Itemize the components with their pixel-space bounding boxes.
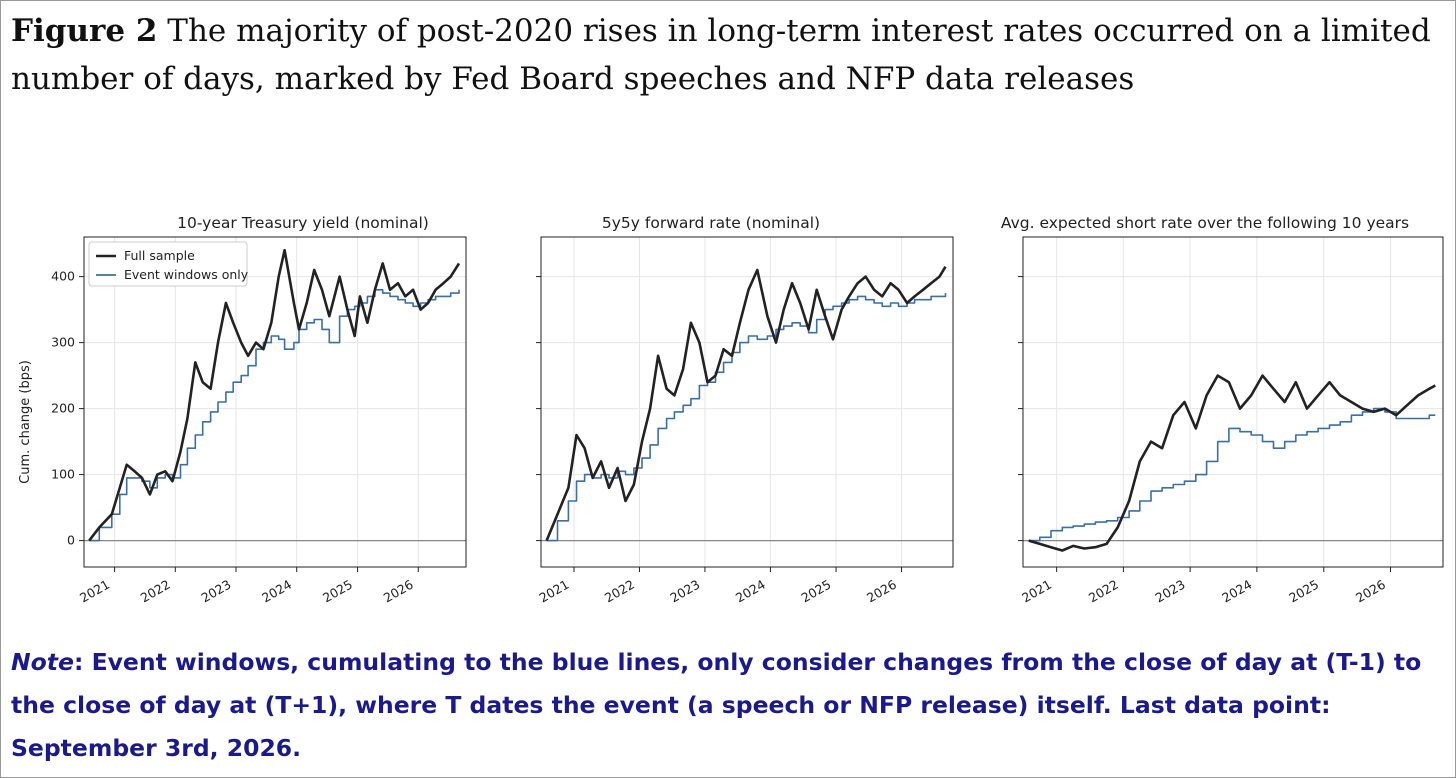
legend: Full sample Event windows only (88, 241, 249, 287)
x-tick-label: 2026 (864, 577, 899, 606)
x-tick-label: 2025 (1286, 577, 1321, 606)
x-tick-label: 2026 (1353, 577, 1388, 606)
chart-5y5y-forward: 5y5y forward rate (nominal) 2021 2022 2023 2… (536, 214, 954, 606)
x-tick-label: 2024 (259, 577, 294, 606)
charts-area: 10-year Treasury yield (nominal) 0 100 200 3… (1, 201, 1456, 621)
y-tick-label: 0 (67, 533, 75, 548)
x-tick-label: 2022 (602, 577, 637, 606)
x-tick-label: 2021 (1019, 577, 1054, 606)
series-line-full-sample (88, 248, 461, 542)
panel-title: 5y5y forward rate (nominal) (602, 214, 820, 232)
x-tick-label: 2023 (1153, 577, 1188, 606)
grid (84, 237, 466, 567)
y-axis-label: Cum. change (bps) (18, 360, 33, 484)
grid (1023, 237, 1443, 567)
series-line-event-windows (89, 289, 460, 542)
legend-label: Full sample (124, 248, 195, 263)
x-tick-label: 2023 (198, 577, 233, 606)
legend-label: Event windows only (124, 267, 249, 282)
note-label: Note (11, 648, 74, 676)
chart-expected-short-rate: Avg. expected short rate over the follow… (1001, 214, 1444, 606)
x-tick-label: 2024 (733, 577, 768, 606)
x-tick-label: 2022 (1086, 577, 1121, 606)
figure-title: Figure 2 The majority of post-2020 rises… (11, 7, 1441, 103)
panel-title: 10-year Treasury yield (nominal) (177, 214, 429, 232)
series-line-event-windows (1028, 407, 1436, 542)
grid (541, 237, 953, 567)
x-tick-label: 2025 (320, 577, 355, 606)
y-tick-label: 100 (51, 467, 75, 482)
series-line-event-windows (546, 293, 947, 542)
x-tick-label: 2021 (536, 577, 571, 606)
x-tick-label: 2026 (381, 577, 416, 606)
figure-title-text: The majority of post-2020 rises in long-… (11, 13, 1431, 97)
series-line-full-sample (545, 266, 947, 542)
note-text: : Event windows, cumulating to the blue … (11, 648, 1422, 762)
plot-frame (83, 236, 467, 568)
y-tick-label: 400 (51, 269, 75, 284)
figure-label: Figure 2 (11, 13, 158, 49)
chart-10y-treasury: 10-year Treasury yield (nominal) 0 100 200 3… (18, 214, 467, 606)
x-tick-label: 2024 (1219, 577, 1254, 606)
x-tick-label: 2025 (799, 577, 834, 606)
plot-frame (540, 236, 954, 568)
y-tick-label: 200 (51, 401, 75, 416)
y-tick-label: 300 (51, 335, 75, 350)
x-tick-label: 2023 (667, 577, 702, 606)
plot-frame (1022, 236, 1444, 568)
panel-title: Avg. expected short rate over the follow… (1001, 214, 1409, 232)
x-tick-label: 2021 (77, 577, 112, 606)
series-line-full-sample (1028, 374, 1436, 552)
legend-box (88, 241, 248, 287)
figure-note: Note: Event windows, cumulating to the b… (11, 641, 1447, 770)
x-tick-label: 2022 (138, 577, 173, 606)
